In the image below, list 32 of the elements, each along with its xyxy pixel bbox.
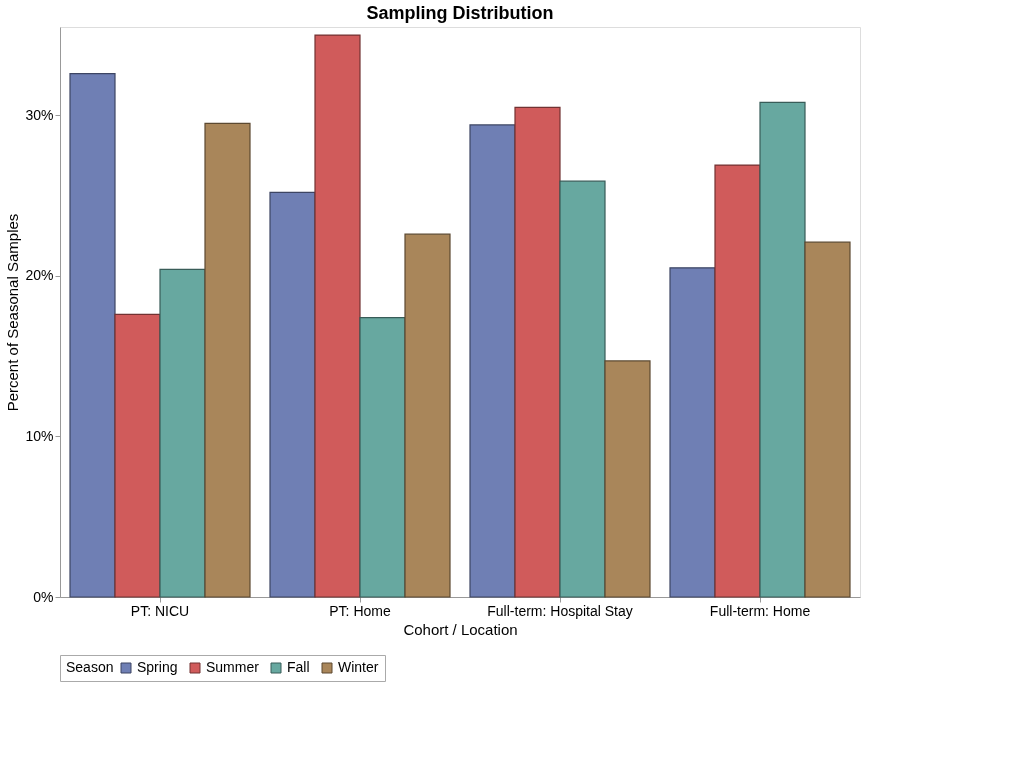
y-tick-label: 0% <box>33 588 54 605</box>
bar <box>314 34 361 598</box>
bar <box>204 122 251 598</box>
legend-label: Summer <box>206 659 260 675</box>
x-tick-label: PT: NICU <box>130 602 190 619</box>
bar <box>669 267 716 598</box>
bar <box>159 268 206 598</box>
bar <box>804 241 851 598</box>
bar <box>559 180 606 598</box>
legend-title: Season <box>66 659 114 675</box>
bar <box>514 106 561 598</box>
legend-label: Winter <box>338 659 379 675</box>
y-tick-label: 30% <box>25 106 54 123</box>
bar <box>604 360 651 598</box>
x-axis-title: Cohort / Location <box>403 620 518 638</box>
bar <box>269 191 316 598</box>
bar <box>714 164 761 598</box>
y-tick-label: 20% <box>25 267 54 284</box>
bar <box>759 101 806 598</box>
x-tick-label: Full-term: Hospital Stay <box>487 602 633 619</box>
legend-label: Spring <box>137 659 178 675</box>
x-tick-label: PT: Home <box>329 602 391 619</box>
chart-title: Sampling Distribution <box>366 3 554 23</box>
bar <box>114 313 161 598</box>
bar <box>404 233 451 598</box>
y-axis-title: Percent of Seasonal Samples <box>4 213 22 412</box>
bar <box>69 72 116 598</box>
legend-label: Fall <box>287 659 310 675</box>
bar <box>359 317 406 598</box>
x-tick-label: Full-term: Home <box>709 602 811 619</box>
bar <box>469 124 516 598</box>
y-tick-label: 10% <box>25 427 54 444</box>
